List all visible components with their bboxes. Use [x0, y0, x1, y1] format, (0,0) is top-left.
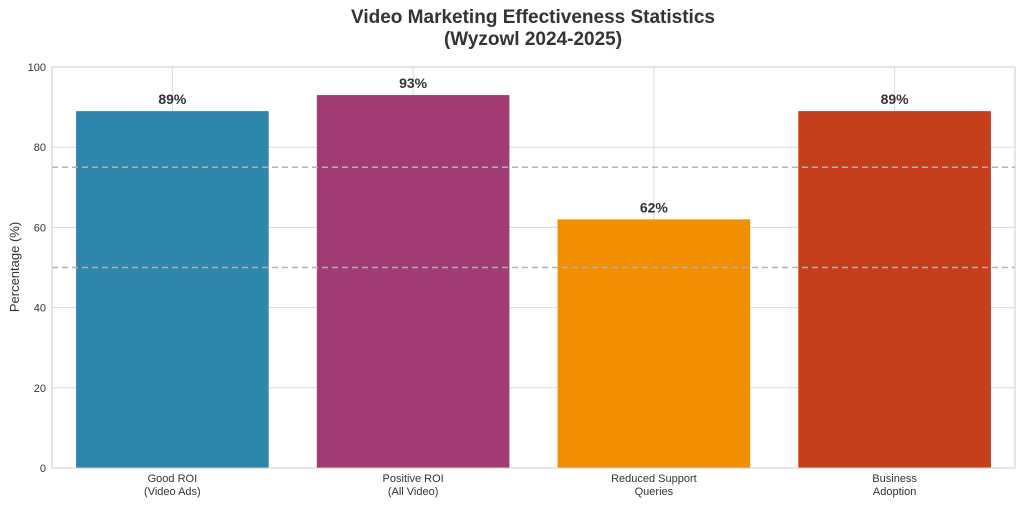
bar [557, 219, 751, 468]
chart-title: Video Marketing Effectiveness Statistics… [351, 7, 715, 50]
y-tick-label: 20 [34, 383, 46, 395]
chart-title-line-1: Video Marketing Effectiveness Statistics [351, 7, 715, 28]
x-tick-label: Queries [635, 486, 674, 498]
plot-area: 0 20 40 60 80 100 89% Good ROI(Video Ads) 93% Pos… [28, 62, 1016, 498]
y-tick-label: 0 [40, 463, 46, 475]
y-tick-label: 80 [34, 142, 46, 154]
x-tick-label: Good ROI [148, 473, 198, 485]
chart-title-line-2: (Wyzowl 2024-2025) [444, 29, 622, 50]
data-label: 93% [399, 75, 428, 91]
data-label: 89% [158, 91, 187, 107]
bar [316, 95, 510, 468]
x-tick-label: (All Video) [388, 486, 439, 498]
x-tick-label: (Video Ads) [144, 486, 201, 498]
x-tick-label: Reduced Support [611, 473, 697, 485]
data-label: 89% [881, 91, 910, 107]
data-label: 62% [640, 199, 669, 215]
y-tick-label: 60 [34, 222, 46, 234]
bar [76, 111, 269, 469]
y-tick-label: 40 [34, 303, 46, 315]
plot-frame [51, 66, 1016, 469]
bar [798, 111, 991, 469]
y-axis-label: Percentage (%) [7, 222, 22, 312]
x-tick-label: Adoption [873, 486, 916, 498]
x-tick-label: Positive ROI [383, 473, 444, 485]
x-tick-label: Business [872, 473, 917, 485]
y-tick-label: 100 [28, 62, 46, 74]
